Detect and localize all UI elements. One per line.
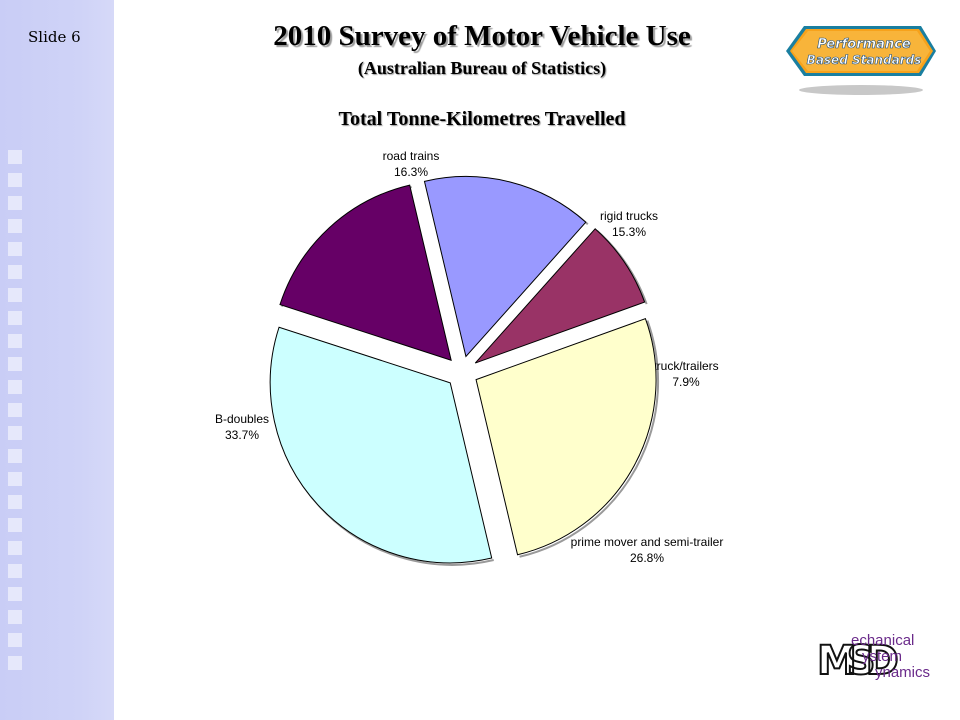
pie-slice-shadow — [519, 320, 660, 558]
sidebar-square — [8, 357, 22, 371]
slice-label: prime mover and semi-trailer — [571, 535, 724, 549]
sidebar-square — [8, 265, 22, 279]
sidebar-square — [8, 219, 22, 233]
page-subtitle: (Australian Bureau of Statistics) — [357, 58, 607, 78]
slice-percent-label: 16.3% — [394, 165, 428, 179]
slice-label: B-doubles — [215, 412, 269, 426]
sidebar-square — [8, 610, 22, 624]
sidebar-square — [8, 518, 22, 532]
pie-slice — [279, 184, 452, 361]
pie-slice — [474, 228, 646, 364]
sidebar-square — [8, 564, 22, 578]
pbs-logo-line1: Performance — [817, 37, 911, 52]
sidebar-square — [8, 380, 22, 394]
slice-label: rigid trucks — [600, 209, 658, 223]
pie-slice — [475, 318, 657, 556]
sidebar-square — [8, 288, 22, 302]
slice-percent-label: 7.9% — [672, 375, 700, 389]
pbs-logo-line2: Based Standards — [807, 53, 922, 67]
slice-label: truck/trailers — [653, 359, 718, 373]
sidebar-square — [8, 541, 22, 555]
sidebar-square — [8, 587, 22, 601]
sidebar-square — [8, 150, 22, 164]
chart-title: Total Tonne-Kilometres Travelled — [338, 108, 626, 130]
slide-number: Slide 6 — [28, 28, 81, 46]
sidebar-square — [8, 656, 22, 670]
msd-logo: MSD echanical ystem ynamics — [816, 632, 930, 685]
sidebar-square — [8, 173, 22, 187]
pbs-logo: Performance Based Standards — [786, 26, 936, 95]
sidebar — [0, 0, 114, 720]
pie-slice — [269, 326, 493, 564]
slice-percent-label: 15.3% — [612, 225, 646, 239]
pie-slice — [423, 175, 587, 358]
msd-logo-word2: ystem — [862, 648, 902, 665]
slice-percent-label: 33.7% — [225, 428, 259, 442]
slice-percent-label: 26.8% — [630, 551, 664, 565]
sidebar-square — [8, 633, 22, 647]
slice-label: road trains — [383, 149, 440, 163]
sidebar-square — [8, 403, 22, 417]
msd-logo-word1: echanical — [851, 632, 914, 649]
sidebar-square — [8, 242, 22, 256]
sidebar-square — [8, 495, 22, 509]
sidebar-square — [8, 426, 22, 440]
sidebar-square — [8, 311, 22, 325]
sidebar-square — [8, 449, 22, 463]
msd-logo-word3: ynamics — [875, 664, 930, 681]
sidebar-square — [8, 472, 22, 486]
sidebar-square — [8, 334, 22, 348]
sidebar-square — [8, 196, 22, 210]
page-title: 2010 Survey of Motor Vehicle Use — [273, 20, 691, 52]
